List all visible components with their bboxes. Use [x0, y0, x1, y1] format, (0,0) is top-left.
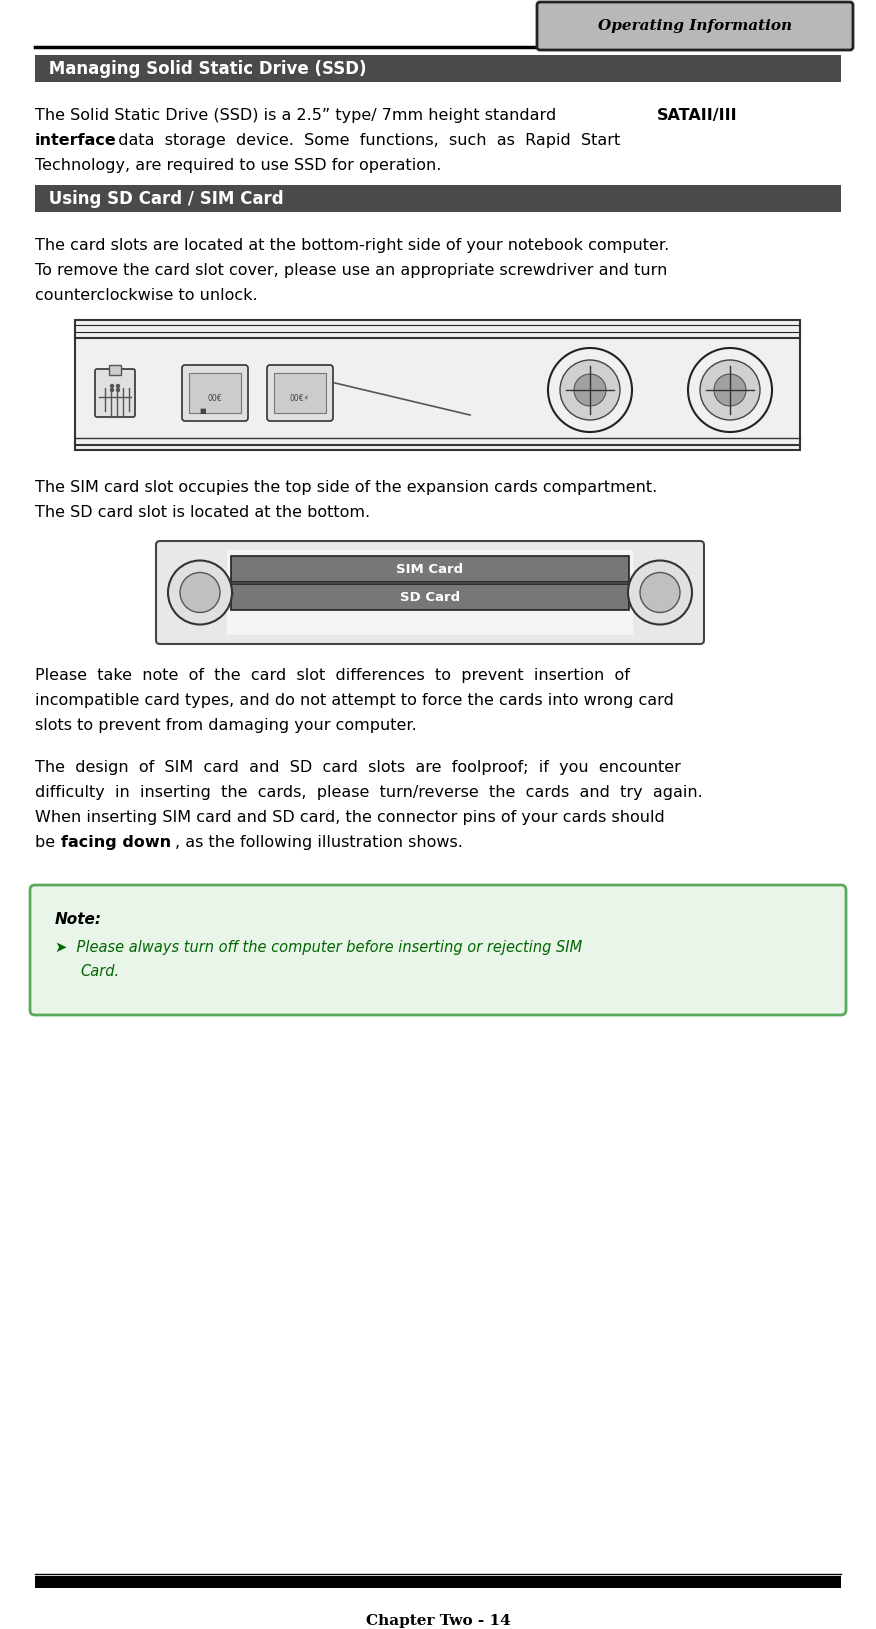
Text: To remove the card slot cover, please use an appropriate screwdriver and turn: To remove the card slot cover, please us…: [35, 262, 668, 279]
FancyBboxPatch shape: [274, 373, 326, 414]
Text: Operating Information: Operating Information: [598, 20, 792, 33]
FancyBboxPatch shape: [231, 585, 629, 609]
Text: be: be: [35, 836, 60, 850]
Text: ➤  Please always turn off the computer before inserting or rejecting SIM: ➤ Please always turn off the computer be…: [55, 940, 583, 955]
Circle shape: [714, 375, 746, 406]
Text: Chapter Two - 14: Chapter Two - 14: [365, 1614, 511, 1627]
Circle shape: [110, 384, 114, 388]
Text: , as the following illustration shows.: , as the following illustration shows.: [175, 836, 463, 850]
Circle shape: [180, 572, 220, 613]
FancyBboxPatch shape: [75, 319, 800, 450]
FancyBboxPatch shape: [35, 55, 841, 81]
FancyBboxPatch shape: [267, 365, 333, 420]
Text: The SD card slot is located at the bottom.: The SD card slot is located at the botto…: [35, 505, 371, 520]
FancyBboxPatch shape: [156, 541, 704, 643]
FancyBboxPatch shape: [35, 186, 841, 212]
Text: difficulty  in  inserting  the  cards,  please  turn/reverse  the  cards  and  t: difficulty in inserting the cards, pleas…: [35, 785, 703, 800]
Text: facing down: facing down: [61, 836, 171, 850]
Circle shape: [110, 388, 114, 391]
Text: Please  take  note  of  the  card  slot  differences  to  prevent  insertion  of: Please take note of the card slot differ…: [35, 668, 630, 683]
FancyBboxPatch shape: [189, 373, 241, 414]
Text: ■: ■: [200, 407, 207, 414]
Circle shape: [640, 572, 680, 613]
FancyBboxPatch shape: [109, 365, 121, 375]
Text: interface: interface: [35, 134, 117, 148]
Circle shape: [700, 360, 760, 420]
Text: The SIM card slot occupies the top side of the expansion cards compartment.: The SIM card slot occupies the top side …: [35, 481, 657, 495]
Text: Card.: Card.: [80, 964, 119, 979]
Text: Technology, are required to use SSD for operation.: Technology, are required to use SSD for …: [35, 158, 442, 173]
FancyBboxPatch shape: [30, 885, 846, 1015]
Text: Note:: Note:: [55, 912, 102, 927]
FancyBboxPatch shape: [227, 551, 633, 635]
Text: 00€⚡: 00€⚡: [290, 394, 310, 402]
FancyBboxPatch shape: [231, 555, 629, 582]
Text: 00€: 00€: [208, 394, 223, 402]
Text: The card slots are located at the bottom-right side of your notebook computer.: The card slots are located at the bottom…: [35, 238, 669, 252]
Text: data  storage  device.  Some  functions,  such  as  Rapid  Start: data storage device. Some functions, suc…: [108, 134, 620, 148]
Circle shape: [560, 360, 620, 420]
Circle shape: [168, 560, 232, 624]
FancyBboxPatch shape: [537, 2, 853, 50]
Text: SIM Card: SIM Card: [397, 562, 463, 575]
Text: The Solid Static Drive (SSD) is a 2.5” type/ 7mm height standard: The Solid Static Drive (SSD) is a 2.5” t…: [35, 108, 562, 124]
Circle shape: [117, 388, 119, 391]
Circle shape: [628, 560, 692, 624]
Text: SD Card: SD Card: [400, 590, 460, 603]
Text: The  design  of  SIM  card  and  SD  card  slots  are  foolproof;  if  you  enco: The design of SIM card and SD card slots…: [35, 761, 681, 775]
FancyBboxPatch shape: [35, 1575, 841, 1588]
FancyBboxPatch shape: [182, 365, 248, 420]
FancyBboxPatch shape: [95, 370, 135, 417]
Text: slots to prevent from damaging your computer.: slots to prevent from damaging your comp…: [35, 718, 417, 733]
Text: counterclockwise to unlock.: counterclockwise to unlock.: [35, 288, 258, 303]
Text: Using SD Card / SIM Card: Using SD Card / SIM Card: [43, 189, 284, 207]
Text: Managing Solid Static Drive (SSD): Managing Solid Static Drive (SSD): [43, 60, 366, 78]
Text: SATAII/III: SATAII/III: [657, 108, 738, 124]
Text: When inserting SIM card and SD card, the connector pins of your cards should: When inserting SIM card and SD card, the…: [35, 810, 665, 824]
Text: incompatible card types, and do not attempt to force the cards into wrong card: incompatible card types, and do not atte…: [35, 692, 674, 709]
Circle shape: [574, 375, 606, 406]
Circle shape: [117, 384, 119, 388]
